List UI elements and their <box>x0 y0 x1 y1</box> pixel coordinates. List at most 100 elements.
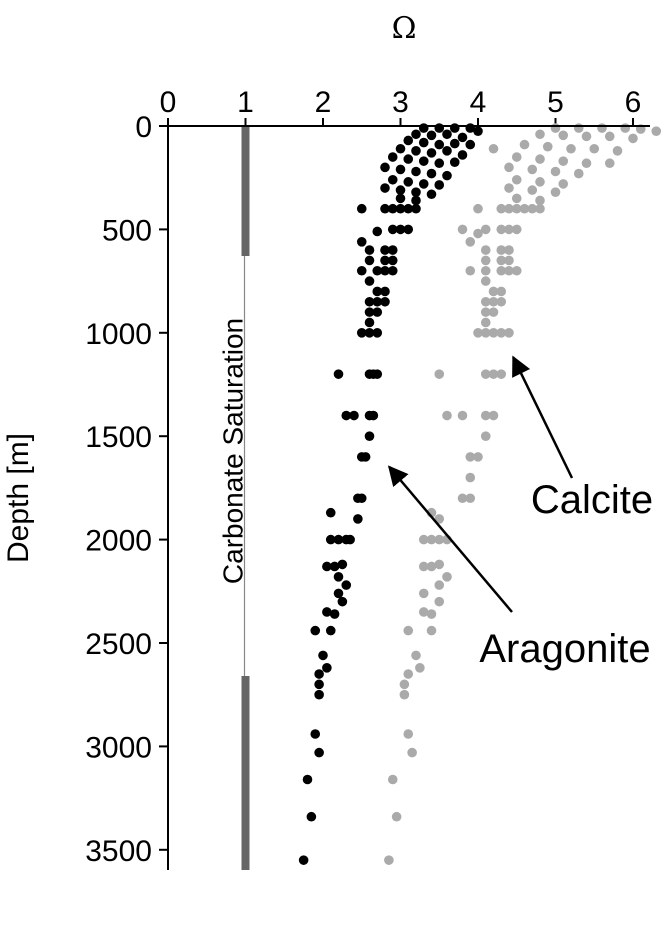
aragonite-point <box>411 203 421 214</box>
calcite-point <box>480 328 491 338</box>
calcite-point <box>504 224 514 235</box>
calcite-point <box>558 179 569 189</box>
aragonite-point <box>457 132 468 143</box>
annotation-arrow <box>387 465 513 613</box>
calcite-point <box>488 143 499 154</box>
aragonite-point <box>360 452 371 462</box>
calcite-point <box>480 410 491 421</box>
calcite-point <box>415 663 425 673</box>
calcite-point <box>426 625 437 636</box>
aragonite-point <box>395 164 406 175</box>
x-tick-label: 3 <box>392 86 409 119</box>
calcite-point <box>535 177 545 187</box>
aragonite-point <box>403 203 414 214</box>
aragonite-point <box>395 185 406 195</box>
calcite-point <box>488 307 499 317</box>
aragonite-point <box>356 265 367 276</box>
x-axis-title: Ω <box>392 11 417 46</box>
calcite-point <box>480 245 491 255</box>
aragonite-point <box>434 158 445 169</box>
calcite-point <box>496 203 507 214</box>
calcite-point <box>527 203 538 214</box>
aragonite-point <box>411 166 421 177</box>
aragonite-point <box>449 123 460 133</box>
data-points <box>298 123 662 865</box>
calcite-point <box>434 580 445 590</box>
carbonate-saturation-label: Carbonate Saturation <box>218 318 249 584</box>
calcite-point <box>465 452 476 462</box>
calcite-point <box>620 123 631 133</box>
calcite-point <box>480 317 491 328</box>
aragonite-point <box>387 245 398 255</box>
calcite-point <box>442 410 452 421</box>
calcite-point <box>504 328 514 338</box>
annotation-label: Aragonite <box>479 627 650 671</box>
calcite-point <box>488 328 499 338</box>
calcite-point <box>384 855 394 865</box>
aragonite-point <box>387 152 398 162</box>
aragonite-point <box>434 139 445 150</box>
calcite-point <box>535 203 545 214</box>
aragonite-point <box>380 162 390 173</box>
calcite-point <box>535 195 545 206</box>
aragonite-point <box>356 203 367 214</box>
saturation-bar-gap <box>241 256 250 676</box>
aragonite-point <box>372 369 383 379</box>
carbonate-saturation-line <box>241 126 250 870</box>
calcite-point <box>581 158 592 169</box>
aragonite-point <box>356 493 367 504</box>
calcite-point <box>511 193 522 204</box>
aragonite-point <box>329 561 340 572</box>
x-tick-label: 1 <box>237 86 254 119</box>
aragonite-point <box>341 580 352 590</box>
calcite-point <box>496 296 507 307</box>
aragonite-point <box>329 609 340 619</box>
aragonite-point <box>325 625 336 636</box>
y-axis: 0 500 1000 1500 2000 2500 3000 3500 <box>85 111 168 868</box>
calcite-point <box>473 328 483 338</box>
y-tick-label: 2500 <box>85 628 152 661</box>
aragonite-point <box>434 180 445 190</box>
calcite-point <box>558 130 569 141</box>
aragonite-point <box>364 307 375 317</box>
aragonite-point <box>364 296 375 307</box>
calcite-point <box>434 596 445 607</box>
annotation-arrow <box>512 355 574 479</box>
calcite-point <box>480 307 491 317</box>
calcite-point <box>399 679 410 690</box>
aragonite-point <box>310 729 321 739</box>
aragonite-point <box>395 203 406 214</box>
aragonite-point <box>325 534 336 545</box>
calcite-point <box>550 166 561 177</box>
aragonite-point <box>403 224 414 235</box>
aragonite-point <box>349 410 359 421</box>
aragonite-point <box>337 596 348 607</box>
aragonite-point <box>372 328 383 338</box>
aragonite-point <box>341 410 352 421</box>
aragonite-point <box>364 328 375 338</box>
calcite-point <box>550 187 561 197</box>
aragonite-point <box>457 150 468 160</box>
calcite-point <box>465 237 476 247</box>
calcite-point <box>535 129 545 140</box>
calcite-point <box>496 369 507 379</box>
calcite-point <box>473 203 483 214</box>
calcite-point <box>628 133 638 144</box>
aragonite-point <box>380 183 390 193</box>
aragonite-point <box>418 179 429 189</box>
calcite-point <box>511 265 522 276</box>
y-axis-title: Depth [m] <box>2 433 35 563</box>
aragonite-point <box>418 123 429 133</box>
aragonite-point <box>372 226 383 237</box>
aragonite-point <box>364 245 375 255</box>
y-tick-label: 1500 <box>85 421 152 454</box>
aragonite-point <box>333 572 344 582</box>
calcite-point <box>457 410 468 421</box>
axis-lines <box>167 125 650 870</box>
calcite-point <box>399 689 410 700</box>
calcite-point <box>488 369 499 379</box>
calcite-point <box>426 534 437 545</box>
calcite-point <box>473 452 483 462</box>
aragonite-point <box>387 203 398 214</box>
